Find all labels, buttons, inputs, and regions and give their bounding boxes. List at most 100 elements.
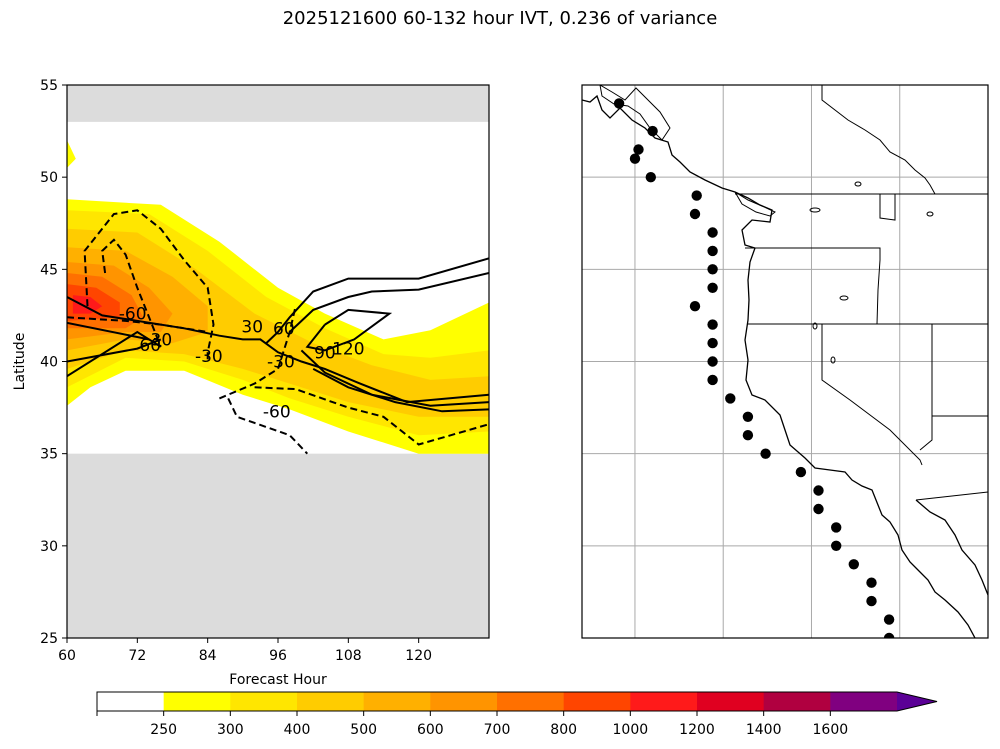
x-tick-label: 60: [58, 648, 76, 664]
colorbar-bin: [497, 692, 565, 711]
y-tick-label: 40: [40, 355, 58, 371]
colorbar-bin: [430, 692, 498, 711]
y-tick-label: 25: [40, 631, 58, 647]
contour-label: 30: [151, 330, 173, 350]
contour-label: -60: [119, 305, 147, 325]
station-point: [742, 411, 754, 422]
positive-contour-line: [312, 368, 489, 413]
lake-outline: [854, 181, 862, 187]
colorbar-bin: [763, 692, 831, 711]
station-point: [742, 430, 754, 441]
station-point: [813, 503, 824, 515]
x-tick-label: 96: [269, 648, 287, 664]
x-axis-label: Forecast Hour: [229, 672, 327, 688]
y-tick-label: 30: [40, 539, 58, 555]
political-border: [915, 491, 988, 501]
colorbar-tick-label: 600: [417, 722, 444, 738]
x-tick-label: 108: [335, 648, 362, 664]
contour-label: 60: [273, 319, 295, 339]
gulf-coastline: [915, 499, 988, 596]
contour-label: 90: [314, 343, 336, 363]
island-outline: [734, 191, 776, 217]
colorbar-tick-label: 1400: [746, 722, 782, 738]
colorbar-tick-label: 300: [217, 722, 244, 738]
y-tick-label: 45: [40, 262, 58, 278]
negative-contour-line: [227, 397, 309, 455]
station-point: [760, 448, 771, 459]
political-border: [821, 324, 923, 466]
positive-contour-line: [67, 338, 162, 363]
x-tick-label: 72: [128, 648, 146, 664]
station-point: [707, 337, 718, 349]
station-point: [848, 559, 859, 570]
contour-label: -30: [195, 347, 223, 367]
colorbar-tick-label: 700: [484, 722, 511, 738]
positive-contour-line: [289, 272, 489, 333]
positive-contour-line: [305, 308, 393, 352]
station-point: [691, 190, 702, 201]
coastline: [582, 94, 976, 638]
station-point: [831, 522, 842, 533]
colorbar-tick-label: 1200: [679, 722, 715, 738]
station-point: [725, 393, 736, 404]
colorbar-bin: [230, 692, 298, 711]
map-panel: [581, 84, 989, 639]
y-tick-label: 55: [40, 78, 58, 94]
colorbar-bin: [563, 692, 631, 711]
colorbar-tick-label: 250: [150, 722, 177, 738]
lake-outline: [839, 295, 849, 301]
station-point: [883, 632, 895, 638]
colorbar-bin: [297, 692, 365, 711]
station-point: [633, 144, 644, 155]
positive-contour-line: [67, 296, 489, 404]
station-point: [883, 614, 895, 625]
colorbar-bin: [363, 692, 431, 711]
map-area: [582, 85, 988, 638]
political-border: [821, 85, 936, 195]
political-border: [919, 416, 933, 451]
x-tick-label: 120: [405, 648, 432, 664]
colorbar-bin: [697, 692, 765, 711]
colorbar: 250 300 400 500 600 700 800 1000 1200 1400 1600: [96, 691, 938, 738]
colorbar-outline: [96, 691, 938, 712]
contour-label: 30: [241, 317, 263, 337]
lake-outline: [812, 322, 818, 330]
lake-outline: [809, 207, 821, 213]
station-point: [689, 208, 701, 220]
colorbar-bin: [163, 692, 231, 711]
positive-contour-line: [265, 257, 489, 344]
negative-contour-line: [101, 238, 162, 348]
station-point: [629, 153, 641, 164]
map-frame: [581, 84, 989, 639]
y-tick-label: 50: [40, 170, 58, 186]
station-point: [647, 125, 658, 137]
contour-label: 120: [332, 340, 364, 360]
station-point: [795, 466, 807, 478]
x-tick-label: 84: [199, 648, 217, 664]
station-point: [707, 356, 718, 367]
colorbar-tick-label: 1600: [813, 722, 849, 738]
positive-contour-line: [67, 321, 162, 378]
station-point: [645, 172, 656, 183]
chart-title: 2025121600 60-132 hour IVT, 0.236 of var…: [282, 8, 718, 29]
contour-label: -30: [267, 353, 295, 373]
station-point: [866, 595, 877, 607]
political-border: [879, 194, 896, 221]
station-point: [831, 540, 842, 551]
political-border: [745, 247, 881, 325]
lake-outline: [926, 211, 934, 217]
negative-contour-line: [83, 209, 215, 364]
station-point: [707, 319, 718, 330]
lake-outline: [830, 356, 836, 364]
colorbar-tick-label: 1000: [613, 722, 649, 738]
station-point: [813, 485, 824, 496]
y-axis-label: Latitude: [12, 333, 28, 391]
station-point: [613, 98, 625, 109]
colorbar-bin: [830, 692, 898, 711]
colorbar-tick-label: 400: [284, 722, 311, 738]
station-point: [866, 577, 877, 588]
negative-contour-line: [219, 305, 297, 400]
negative-contour-line: [254, 386, 489, 446]
